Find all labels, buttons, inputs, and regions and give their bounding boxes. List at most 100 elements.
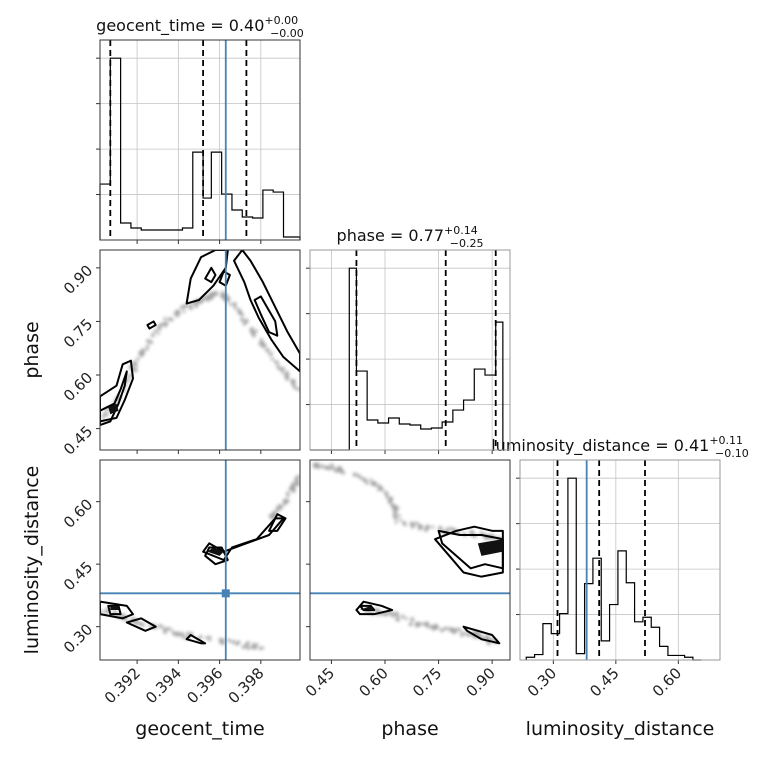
scatter-point [134,621,138,625]
scatter-point [460,632,464,637]
scatter-point [261,646,265,650]
scatter-point [377,488,380,492]
x-tick-label-geocent_time: 0.398 [225,664,268,707]
scatter-point [285,373,289,378]
scatter-point [342,471,346,475]
scatter-point [163,630,167,634]
scatter-point [297,387,300,392]
scatter-point [103,412,107,416]
scatter-point [188,303,192,307]
scatter-point [158,624,162,628]
scatter-point [446,527,450,530]
scatter-point [242,322,246,326]
scatter-point [363,479,367,483]
scatter-point [425,621,429,625]
x-tick-label-luminosity_distance: 0.45 [586,664,622,700]
scatter-point [269,513,273,518]
panel-geocent_time-vs-phase [96,250,300,454]
panel-frame [99,459,301,661]
scatter-point [330,463,334,467]
scatter-point [380,487,384,491]
scatter-trail [363,607,498,646]
scatter-point [352,472,357,477]
scatter-point [104,608,109,613]
scatter-point [336,466,340,470]
contour-core [360,605,375,610]
scatter-point [179,305,183,309]
scatter-point [453,628,457,633]
scatter-point [140,622,145,627]
scatter-point [337,469,342,473]
scatter-point [189,305,193,310]
scatter-point [397,514,401,518]
scatter-point [241,645,245,649]
scatter-point [162,627,167,631]
scatter-point [186,631,191,636]
y-axis-label-luminosity-distance: luminosity_distance [21,466,43,655]
histogram-geocent_time [96,40,301,244]
scatter-point [182,310,186,314]
scatter-point [374,483,378,487]
scatter-point [394,520,398,524]
panel-frame [309,249,511,451]
contour-line [185,634,207,645]
scatter-point [252,332,256,336]
scatter-point [238,311,242,315]
scatter-point [157,326,162,330]
x-tick-label-geocent_time: 0.396 [183,664,226,707]
contour-line [146,320,157,330]
panel-content [310,462,510,646]
scatter-point [250,326,254,330]
scatter-point [212,291,217,295]
contour-core [110,605,119,610]
scatter-point [228,302,232,306]
scatter-point [163,317,167,321]
scatter-point [169,317,174,322]
scatter-point [365,481,369,485]
scatter-point [207,294,211,298]
scatter-point [246,646,251,650]
scatter-point [390,612,395,616]
scatter-point [176,312,180,317]
scatter-point [254,329,258,333]
scatter-point [286,491,290,496]
scatter-point [244,319,249,324]
panel-frame [99,249,301,451]
scatter-point [286,498,289,502]
scatter-point [180,633,184,637]
scatter-point [138,621,142,626]
scatter-point [314,464,319,469]
scatter-point [431,525,435,529]
contour-line [355,600,394,616]
scatter-point [132,367,137,372]
scatter-point [451,527,455,531]
scatter-point [292,383,296,388]
scatter-point [449,628,453,632]
scatter-point [412,522,415,525]
contour-line [253,295,279,337]
scatter-point [252,334,256,338]
scatter-point [149,340,153,344]
histogram-step-phase [310,267,504,451]
scatter-point [232,302,237,306]
contour-core [207,547,224,556]
scatter-point [101,415,105,419]
scatter-point [359,476,363,480]
scatter-point [377,484,382,489]
panel-content [100,460,300,660]
scatter-point [270,357,274,361]
scatter-point [486,641,491,646]
y-tick-label-phase: 0.90 [60,261,96,297]
scatter-point [404,617,408,620]
scatter-point [243,645,247,649]
scatter-point [285,370,290,375]
scatter-point [259,338,263,341]
scatter-point [410,617,415,622]
scatter-point [125,619,128,622]
x-axis-label-phase: phase [381,718,438,740]
scatter-point [392,507,396,512]
scatter-point [183,636,186,640]
scatter-point [416,621,420,625]
scatter-point [276,361,280,365]
